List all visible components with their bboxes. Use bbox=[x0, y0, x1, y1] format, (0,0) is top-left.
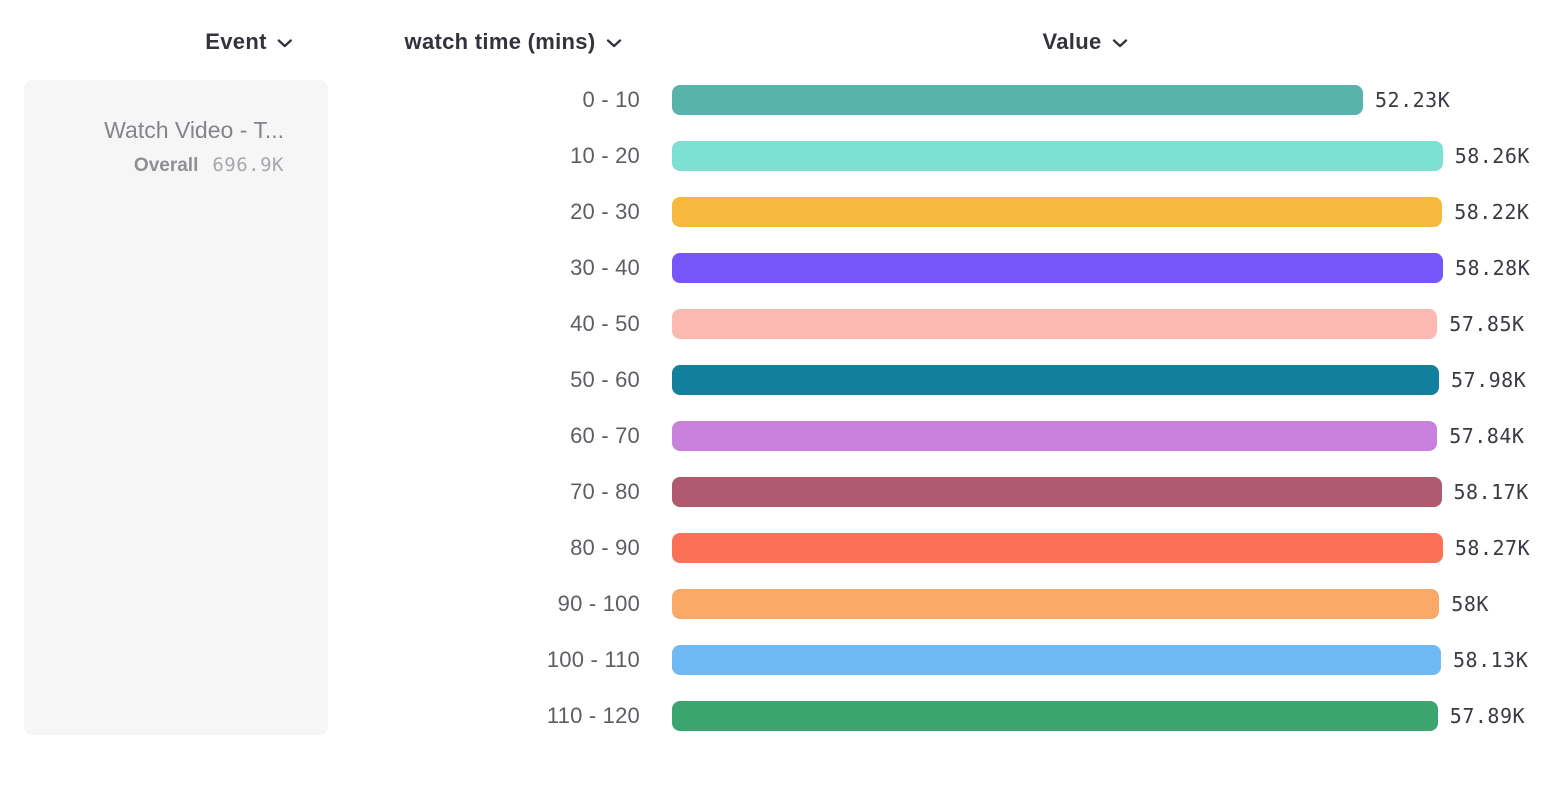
category-label: 40 - 50 bbox=[570, 311, 640, 336]
event-column-header[interactable]: Event bbox=[205, 29, 293, 55]
bar-segment[interactable] bbox=[672, 365, 1439, 395]
category-label: 100 - 110 bbox=[546, 647, 640, 672]
value-label: 58.22K bbox=[1454, 200, 1530, 224]
value-label: 52.23K bbox=[1375, 88, 1451, 112]
event-title: Watch Video - T... bbox=[104, 117, 284, 143]
value-label: 58.13K bbox=[1453, 648, 1529, 672]
overall-value: 696.9K bbox=[212, 154, 284, 176]
chart-row: 100 - 110 58.13K bbox=[0, 632, 1568, 688]
category-label: 90 - 100 bbox=[557, 591, 640, 616]
bar-segment[interactable] bbox=[672, 141, 1443, 171]
chart-row: 20 - 30 58.22K bbox=[0, 184, 1568, 240]
bar-segment[interactable] bbox=[672, 85, 1363, 115]
chevron-down-icon bbox=[278, 39, 293, 48]
value-column-header[interactable]: Value bbox=[1043, 29, 1128, 55]
chart-row: 60 - 70 57.84K bbox=[0, 408, 1568, 464]
bar-segment[interactable] bbox=[672, 421, 1438, 451]
value-label: 58.27K bbox=[1454, 536, 1531, 560]
bar-segment[interactable] bbox=[672, 477, 1442, 507]
bar-segment[interactable] bbox=[672, 701, 1438, 731]
category-label: 70 - 80 bbox=[570, 479, 640, 504]
chart-row: 110 - 120 57.89K bbox=[0, 688, 1568, 744]
chart-row: 80 - 90 58.27K bbox=[0, 520, 1568, 576]
value-label: 57.85K bbox=[1449, 312, 1525, 336]
bar-segment[interactable] bbox=[672, 645, 1441, 675]
value-label: 58.17K bbox=[1453, 480, 1529, 504]
value-label: 58K bbox=[1451, 592, 1489, 616]
category-label: 0 - 10 bbox=[582, 87, 640, 112]
value-label: 57.84K bbox=[1449, 424, 1525, 448]
value-label: 58.26K bbox=[1454, 144, 1530, 168]
chevron-down-icon bbox=[1112, 39, 1128, 48]
value-label: 58.28K bbox=[1455, 256, 1531, 280]
category-label: 50 - 60 bbox=[570, 367, 640, 392]
chevron-down-icon bbox=[606, 39, 622, 48]
overall-row: Overall 696.9K bbox=[40, 154, 284, 177]
category-label: 110 - 120 bbox=[546, 703, 640, 728]
breakdown-column-label: watch time (mins) bbox=[404, 29, 596, 54]
bar-segment[interactable] bbox=[672, 589, 1440, 619]
overall-label: Overall bbox=[133, 155, 199, 176]
category-label: 80 - 90 bbox=[570, 535, 640, 560]
category-label: 20 - 30 bbox=[570, 199, 640, 224]
bar-segment[interactable] bbox=[672, 309, 1438, 339]
chart-row: 90 - 100 58K bbox=[0, 576, 1568, 632]
bar-segment[interactable] bbox=[672, 253, 1443, 283]
chart-row: 30 - 40 58.28K bbox=[0, 240, 1568, 296]
category-label: 60 - 70 bbox=[570, 423, 640, 448]
value-label: 57.98K bbox=[1451, 368, 1527, 392]
event-column-label: Event bbox=[205, 29, 267, 54]
chart-row: 0 - 10 52.23K bbox=[0, 72, 1568, 128]
chart-row: 70 - 80 58.17K bbox=[0, 464, 1568, 520]
chart-row: 40 - 50 57.85K bbox=[0, 296, 1568, 352]
value-column-label: Value bbox=[1042, 29, 1102, 54]
breakdown-column-header[interactable]: watch time (mins) bbox=[405, 29, 622, 55]
bar-segment[interactable] bbox=[672, 533, 1443, 563]
chart-row: 50 - 60 57.98K bbox=[0, 352, 1568, 408]
bar-chart: 0 - 10 52.23K 10 - 20 58.26K 20 - 30 58.22K 30… bbox=[0, 72, 1568, 744]
chart-row: 10 - 20 58.26K bbox=[0, 128, 1568, 184]
category-label: 30 - 40 bbox=[570, 255, 640, 280]
event-card[interactable]: Watch Video - T... Overall 696.9K bbox=[24, 80, 328, 735]
bar-segment[interactable] bbox=[672, 197, 1443, 227]
value-label: 57.89K bbox=[1449, 704, 1526, 728]
category-label: 10 - 20 bbox=[570, 143, 640, 168]
